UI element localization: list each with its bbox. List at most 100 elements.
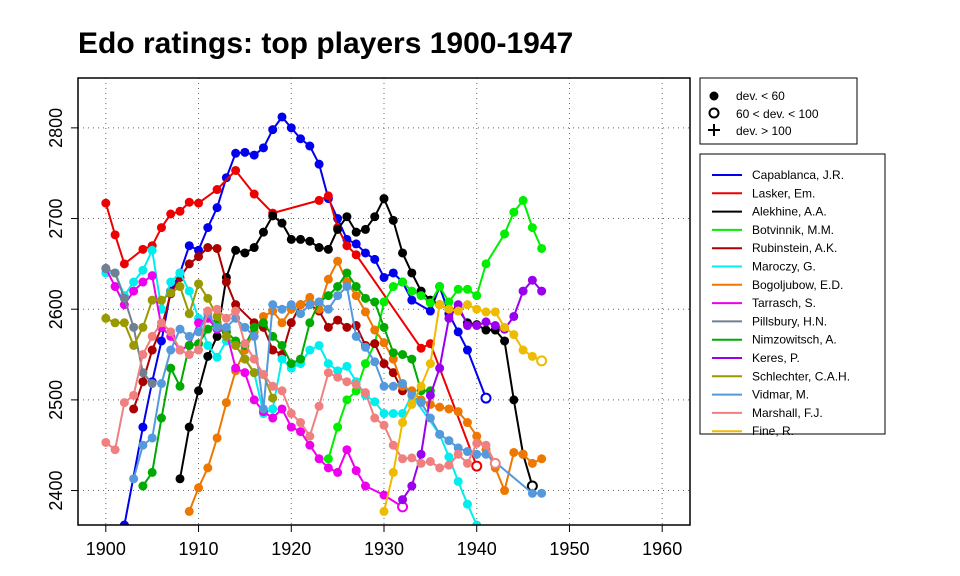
data-point: [518, 449, 528, 459]
data-point: [407, 295, 417, 305]
data-point: [314, 195, 324, 205]
data-point: [268, 381, 278, 391]
x-tick-label: 1900: [86, 539, 126, 559]
data-point: [175, 324, 185, 334]
y-tick-label: 2500: [46, 380, 66, 420]
data-point: [323, 304, 333, 314]
data-point: [175, 206, 185, 216]
data-point: [296, 427, 306, 437]
data-point: [194, 318, 204, 328]
data-point: [249, 189, 259, 199]
plus-icon: [708, 124, 720, 136]
data-point: [351, 282, 361, 292]
data-point: [129, 390, 139, 400]
data-point: [453, 300, 463, 310]
data-point: [425, 390, 435, 400]
data-point: [388, 268, 398, 278]
x-tick-label: 1910: [179, 539, 219, 559]
data-point: [175, 381, 185, 391]
data-point: [425, 359, 435, 369]
data-point: [138, 265, 148, 275]
data-point: [156, 295, 166, 305]
data-point: [184, 259, 194, 269]
legend-label: Bogoljubow, E.D.: [752, 278, 843, 292]
data-point: [305, 236, 315, 246]
x-tick-label: 1920: [271, 539, 311, 559]
data-point: [453, 443, 463, 453]
data-point: [221, 313, 231, 323]
data-point: [305, 292, 315, 302]
data-point: [277, 386, 287, 396]
data-point: [240, 248, 250, 258]
data-point: [101, 313, 111, 323]
data-point: [129, 404, 139, 414]
data-point: [472, 449, 482, 459]
data-point: [444, 460, 454, 470]
data-point: [305, 300, 315, 310]
data-point: [407, 390, 417, 400]
data-point: [101, 437, 111, 447]
data-point: [518, 286, 528, 296]
data-point: [277, 340, 287, 350]
data-point: [231, 245, 241, 255]
data-point: [286, 408, 296, 418]
data-point: [138, 377, 148, 387]
data-point: [129, 286, 139, 296]
data-point: [527, 351, 537, 361]
data-point: [398, 454, 408, 464]
data-point: [360, 342, 370, 352]
data-point: [166, 345, 176, 355]
data-point: [537, 243, 547, 253]
data-point: [509, 447, 519, 457]
data-point: [333, 422, 343, 432]
data-point: [388, 467, 398, 477]
data-point: [203, 351, 213, 361]
data-point: [277, 404, 287, 414]
data-point: [175, 268, 185, 278]
data-point: [314, 454, 324, 464]
data-point: [138, 481, 148, 491]
x-tick-label: 1960: [642, 539, 682, 559]
data-point: [527, 458, 537, 468]
data-point: [398, 418, 408, 428]
data-point: [444, 297, 454, 307]
data-point: [314, 243, 324, 253]
series-layer: [101, 112, 548, 525]
data-point: [258, 369, 268, 379]
data-point: [333, 366, 343, 376]
data-point: [518, 345, 528, 355]
data-point: [407, 481, 417, 491]
data-point: [500, 322, 510, 332]
data-point: [462, 321, 472, 331]
data-point: [333, 315, 343, 325]
data-point: [342, 322, 352, 332]
data-point: [416, 291, 426, 301]
data-point: [407, 453, 417, 463]
data-point: [333, 224, 343, 234]
data-point: [286, 359, 296, 369]
data-point: [101, 263, 111, 273]
data-point: [360, 293, 370, 303]
data-point: [509, 395, 519, 405]
data-point: [258, 404, 268, 414]
data-point: [388, 408, 398, 418]
data-point: [277, 304, 287, 314]
data-point: [110, 230, 120, 240]
data-point: [138, 244, 148, 254]
data-point: [462, 284, 472, 294]
data-point: [184, 309, 194, 319]
data-point: [231, 165, 241, 175]
data-point: [370, 297, 380, 307]
series-fine-r: [379, 300, 548, 516]
data-point: [221, 173, 231, 183]
data-point: [490, 321, 500, 331]
data-point: [166, 363, 176, 373]
marker-legend-label: dev. > 100: [736, 124, 792, 138]
data-point: [416, 398, 426, 408]
data-point: [184, 350, 194, 360]
data-point: [221, 331, 231, 341]
data-point: [203, 306, 213, 316]
data-point: [370, 413, 380, 423]
data-point: [527, 223, 537, 233]
data-point: [435, 282, 445, 292]
